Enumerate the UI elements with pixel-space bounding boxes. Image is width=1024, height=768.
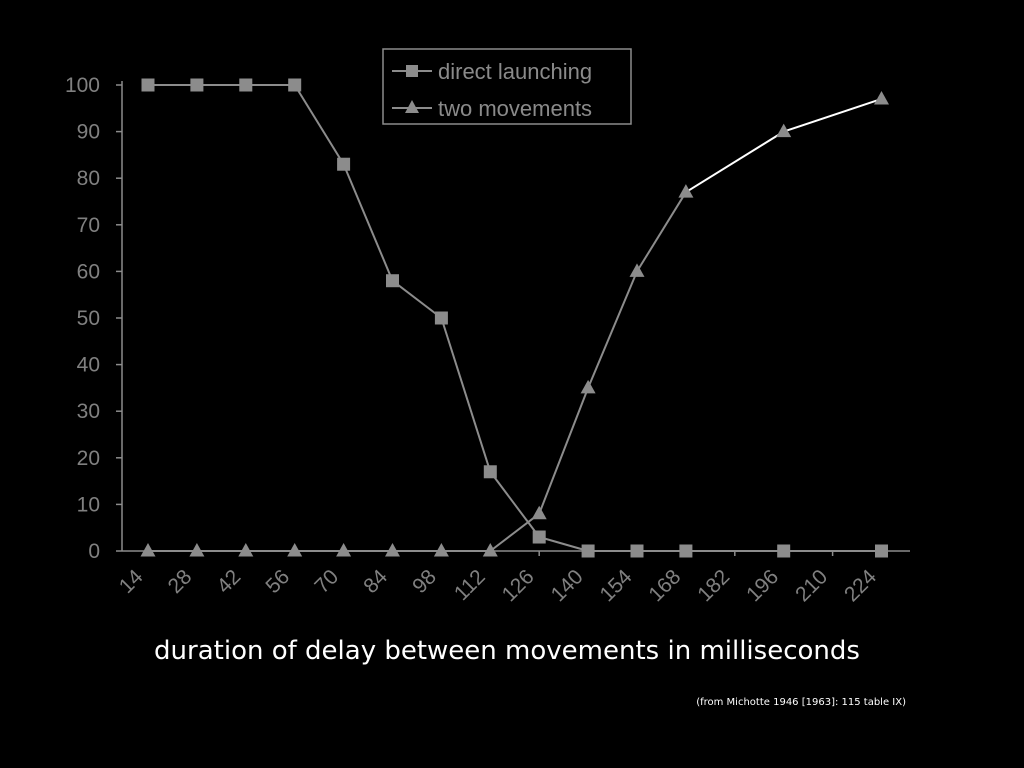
legend-label-direct-launching: direct launching [438, 59, 592, 84]
x-tick-label: 182 [693, 565, 734, 606]
data-point-square [630, 544, 644, 558]
series-line-segment [391, 279, 443, 319]
data-point-square [141, 78, 155, 92]
legend-box [382, 48, 632, 125]
data-point-square [337, 157, 351, 171]
series-line-segment [489, 512, 540, 552]
series-line-segment [293, 84, 345, 165]
data-point-triangle [678, 184, 694, 198]
x-tick-label: 168 [644, 565, 685, 606]
data-point-triangle [776, 123, 792, 138]
y-tick-label: 70 [77, 214, 100, 237]
x-tick-label: 42 [213, 565, 246, 598]
x-tick-label: 98 [408, 565, 441, 598]
data-point-square [532, 530, 546, 544]
y-tick-label: 30 [77, 400, 100, 423]
data-point-triangle [140, 543, 156, 557]
data-point-triangle [874, 90, 889, 105]
x-tick-label: 224 [840, 565, 881, 606]
series-two-movements [140, 90, 889, 557]
data-point-square [434, 311, 448, 325]
x-tick-label: 56 [261, 565, 294, 598]
chart-series [140, 78, 889, 558]
y-tick-label: 20 [77, 447, 100, 470]
data-point-triangle [433, 543, 449, 557]
data-point-triangle [238, 543, 254, 557]
y-tick-label: 10 [77, 493, 100, 516]
source-note: (from Michotte 1946 [1963]: 115 table IX… [696, 697, 906, 708]
legend-marker-triangle [405, 100, 419, 113]
data-point-square [288, 78, 302, 92]
y-tick-label: 40 [77, 354, 100, 377]
data-point-square [239, 78, 253, 92]
series-line-segment [538, 536, 589, 552]
series-line-segment [783, 98, 882, 133]
data-point-square [875, 544, 888, 558]
x-tick-label: 28 [164, 565, 197, 598]
x-tick-label: 70 [310, 565, 343, 598]
data-point-square [190, 78, 204, 92]
y-tick-label: 100 [65, 74, 100, 97]
x-axis-label: duration of delay between movements in m… [154, 636, 860, 666]
series-line-segment [685, 130, 785, 194]
y-tick-label: 60 [77, 260, 100, 283]
data-point-triangle [580, 379, 596, 394]
x-tick-label: 126 [498, 565, 539, 606]
data-point-triangle [385, 543, 400, 557]
legend-label-two-movements: two movements [438, 96, 592, 121]
data-point-square [483, 465, 497, 479]
y-tick-label: 50 [77, 307, 100, 330]
series-line-segment [538, 387, 590, 515]
x-tick-label: 196 [742, 565, 783, 606]
data-point-triangle [629, 263, 645, 277]
x-axis-ticks: 14 28 42 56 70 84 98 112 126 140 154 168 182 196 210 22… [115, 551, 883, 606]
y-tick-label: 90 [77, 121, 100, 144]
data-point-triangle [189, 543, 205, 557]
data-point-triangle [287, 543, 303, 557]
y-axis-ticks: 0 10 20 30 40 50 60 70 80 90 100 [65, 74, 122, 563]
data-point-square [386, 274, 399, 288]
data-point-triangle [336, 543, 352, 557]
legend-marker-square [406, 65, 418, 77]
x-tick-label: 14 [115, 565, 148, 598]
data-point-triangle [531, 505, 547, 520]
y-tick-label: 0 [88, 540, 100, 563]
x-tick-label: 84 [359, 565, 392, 598]
data-point-triangle [482, 543, 498, 557]
data-point-square [777, 544, 791, 558]
series-direct-launching [141, 78, 888, 558]
x-tick-label: 112 [450, 565, 490, 605]
series-line-segment [587, 271, 638, 389]
series-line-segment [636, 191, 687, 272]
x-tick-label: 154 [595, 565, 636, 606]
data-point-square [679, 544, 693, 558]
chart-axes [121, 81, 910, 552]
y-tick-label: 80 [77, 167, 100, 190]
series-line-segment [489, 471, 541, 538]
x-tick-label: 140 [547, 565, 588, 606]
series-line-segment [440, 317, 492, 473]
x-tick-label: 210 [791, 565, 832, 606]
chart-legend: direct launching two movements [382, 48, 632, 125]
data-point-square [581, 544, 595, 558]
series-line-segment [342, 163, 394, 282]
